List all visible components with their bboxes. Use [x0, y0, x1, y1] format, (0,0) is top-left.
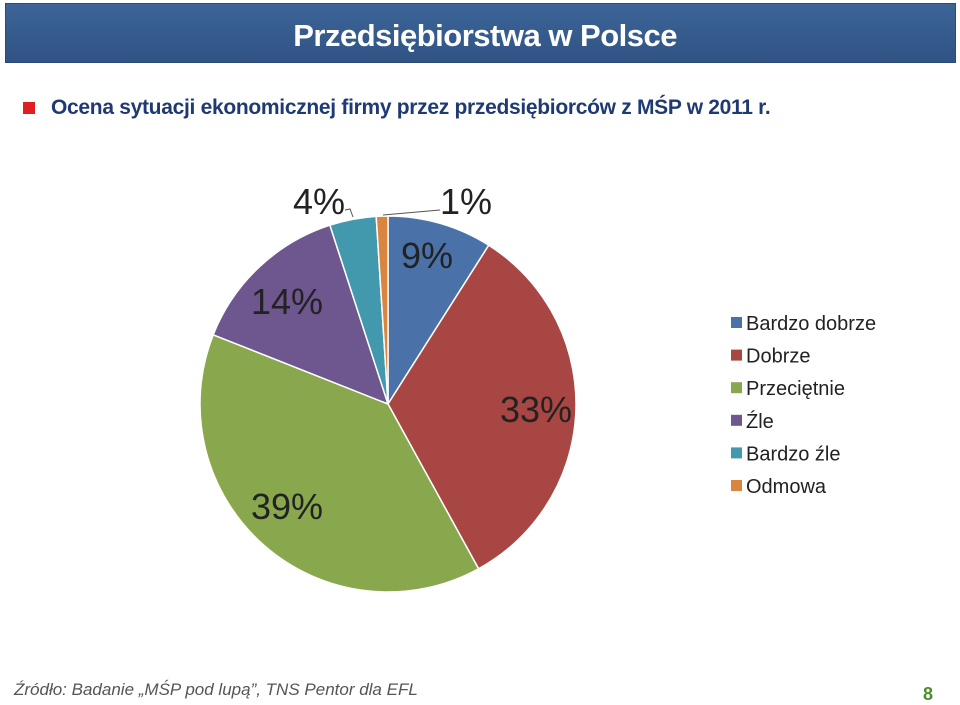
legend-label-zle: Źle [746, 410, 774, 433]
legend-swatch-przecietnie [731, 382, 742, 394]
pie-slices [199, 215, 577, 593]
legend-swatch-bardzo-dobrze [731, 317, 742, 328]
data-label-bardzo-zle: 4% [293, 181, 345, 222]
data-label-odmowa: 1% [440, 181, 492, 222]
page-number: 8 [923, 684, 934, 704]
data-label-dobrze: 33% [500, 389, 572, 430]
legend-swatch-zle [731, 414, 742, 426]
legend-label-bardzo-zle: Bardzo źle [746, 443, 841, 465]
data-label-zle: 14% [251, 281, 323, 322]
legend-label-dobrze: Dobrze [746, 346, 810, 368]
pie-slice-dobrze [387, 244, 577, 570]
legend-swatch-odmowa [731, 480, 742, 491]
legend-swatch-dobrze [731, 349, 742, 361]
leader-line-bardzo-zle [344, 208, 354, 218]
pie-slice-przecietnie [199, 333, 480, 593]
legend-swatch-bardzo-zle [731, 447, 742, 459]
header-bar: Przedsiębiorstwa w Polsce [5, 3, 956, 63]
legend-label-bardzo-dobrze: Bardzo dobrze [746, 313, 876, 335]
chart-legend: Bardzo dobrze Dobrze Przeciętnie Źle Bardzo … [731, 313, 876, 498]
legend-label-odmowa: Odmowa [746, 476, 827, 498]
page-title: Przedsiębiorstwa w Polsce [293, 18, 677, 53]
slice-labels: 9% 33% 39% 14% 4% 1% [251, 181, 572, 527]
leader-line-odmowa [382, 209, 441, 216]
legend-label-przecietnie: Przeciętnie [746, 378, 845, 400]
data-label-przecietnie: 39% [251, 486, 323, 527]
pie-slice-bardzo-dobrze [387, 215, 490, 407]
source-note: Źródło: Badanie „MŚP pod lupą”, TNS Pent… [14, 680, 418, 699]
bullet-icon [23, 102, 35, 114]
slide-subtitle: Ocena sytuacji ekonomicznej firmy przez … [51, 96, 771, 119]
data-label-bardzo-dobrze: 9% [401, 235, 453, 276]
leader-lines [344, 208, 441, 218]
pie-slice-odmowa [375, 215, 389, 405]
